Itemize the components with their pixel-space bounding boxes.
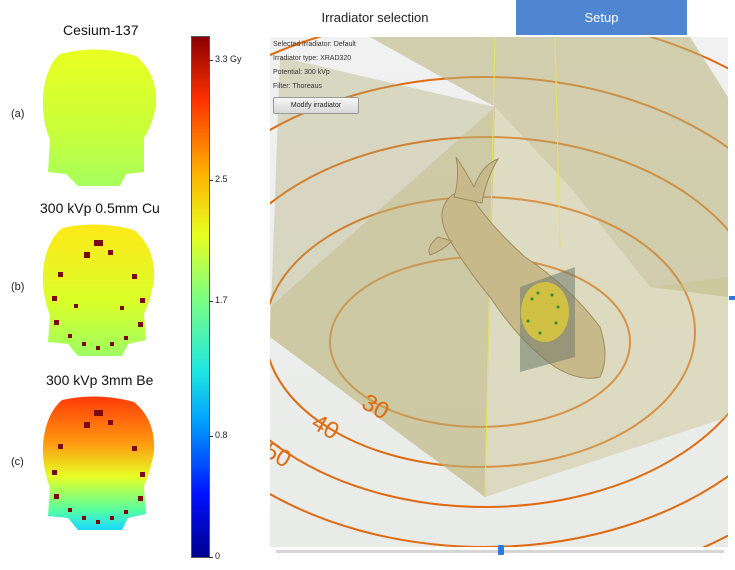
dose-map-cu-filter (42, 224, 155, 356)
colorbar-tick-mark (209, 557, 213, 558)
potential-text: Potential: 300 kVp (273, 69, 330, 76)
dose-map-cesium (42, 49, 157, 186)
colorbar-tick-label: 3.3 Gy (215, 53, 242, 64)
colorbar-tick-mark (209, 300, 213, 302)
isodose-ring (270, 136, 728, 508)
map-title-b: 300 kVp 0.5mm Cu (40, 200, 160, 216)
colorbar-tick-label: 0 (215, 551, 221, 561)
dose-map-be-filter (42, 396, 155, 530)
colorbar-tick-mark (209, 436, 213, 438)
irradiator-app-window: Irradiator selection Setup (262, 0, 735, 570)
dose-maps-panel: Cesium-137 (a) 300 kVp 0.5mm Cu (b) (0, 0, 262, 570)
3d-viewport[interactable]: 30 40 50 Selected irradiator: Default Ir… (270, 37, 728, 547)
3d-scene: 30 40 50 (270, 37, 728, 547)
horizontal-slider-thumb[interactable] (498, 545, 504, 555)
tab-irradiator-selection[interactable]: Irradiator selection (321, 10, 429, 25)
dose-overlay (521, 282, 569, 342)
modify-irradiator-button[interactable]: Modify irradiator (273, 97, 359, 114)
radiation-field-side (270, 57, 495, 497)
panel-label-a: (a) (11, 108, 25, 120)
colorbar-tick-label: 2.5 (215, 174, 228, 185)
tab-setup[interactable]: Setup (516, 0, 687, 35)
selected-irradiator-text: Selected irradiator: Default (273, 41, 356, 48)
tab-bar: Irradiator selection Setup (262, 0, 735, 36)
irradiator-type-text: Irradiator type: XRAD320 (273, 55, 352, 62)
colorbar-tick-mark (209, 59, 213, 61)
panel-label-b: (b) (11, 281, 25, 293)
filter-text: Filter: Thoreaus (273, 83, 322, 90)
radiation-field-top (300, 37, 728, 297)
colorbar-tick-mark (209, 180, 213, 182)
map-title-a: Cesium-137 (63, 22, 139, 38)
isodose-label-40: 40 (307, 409, 344, 446)
colorbar-tick-label: 0.8 (215, 430, 228, 441)
map-title-c: 300 kVp 3mm Be (46, 372, 154, 388)
vertical-scroll-marker[interactable] (729, 296, 735, 300)
dose-colorbar (191, 36, 210, 558)
colorbar-tick-label: 1.7 (215, 294, 228, 305)
isodose-label-50: 50 (270, 437, 296, 474)
panel-label-c: (c) (11, 456, 24, 468)
